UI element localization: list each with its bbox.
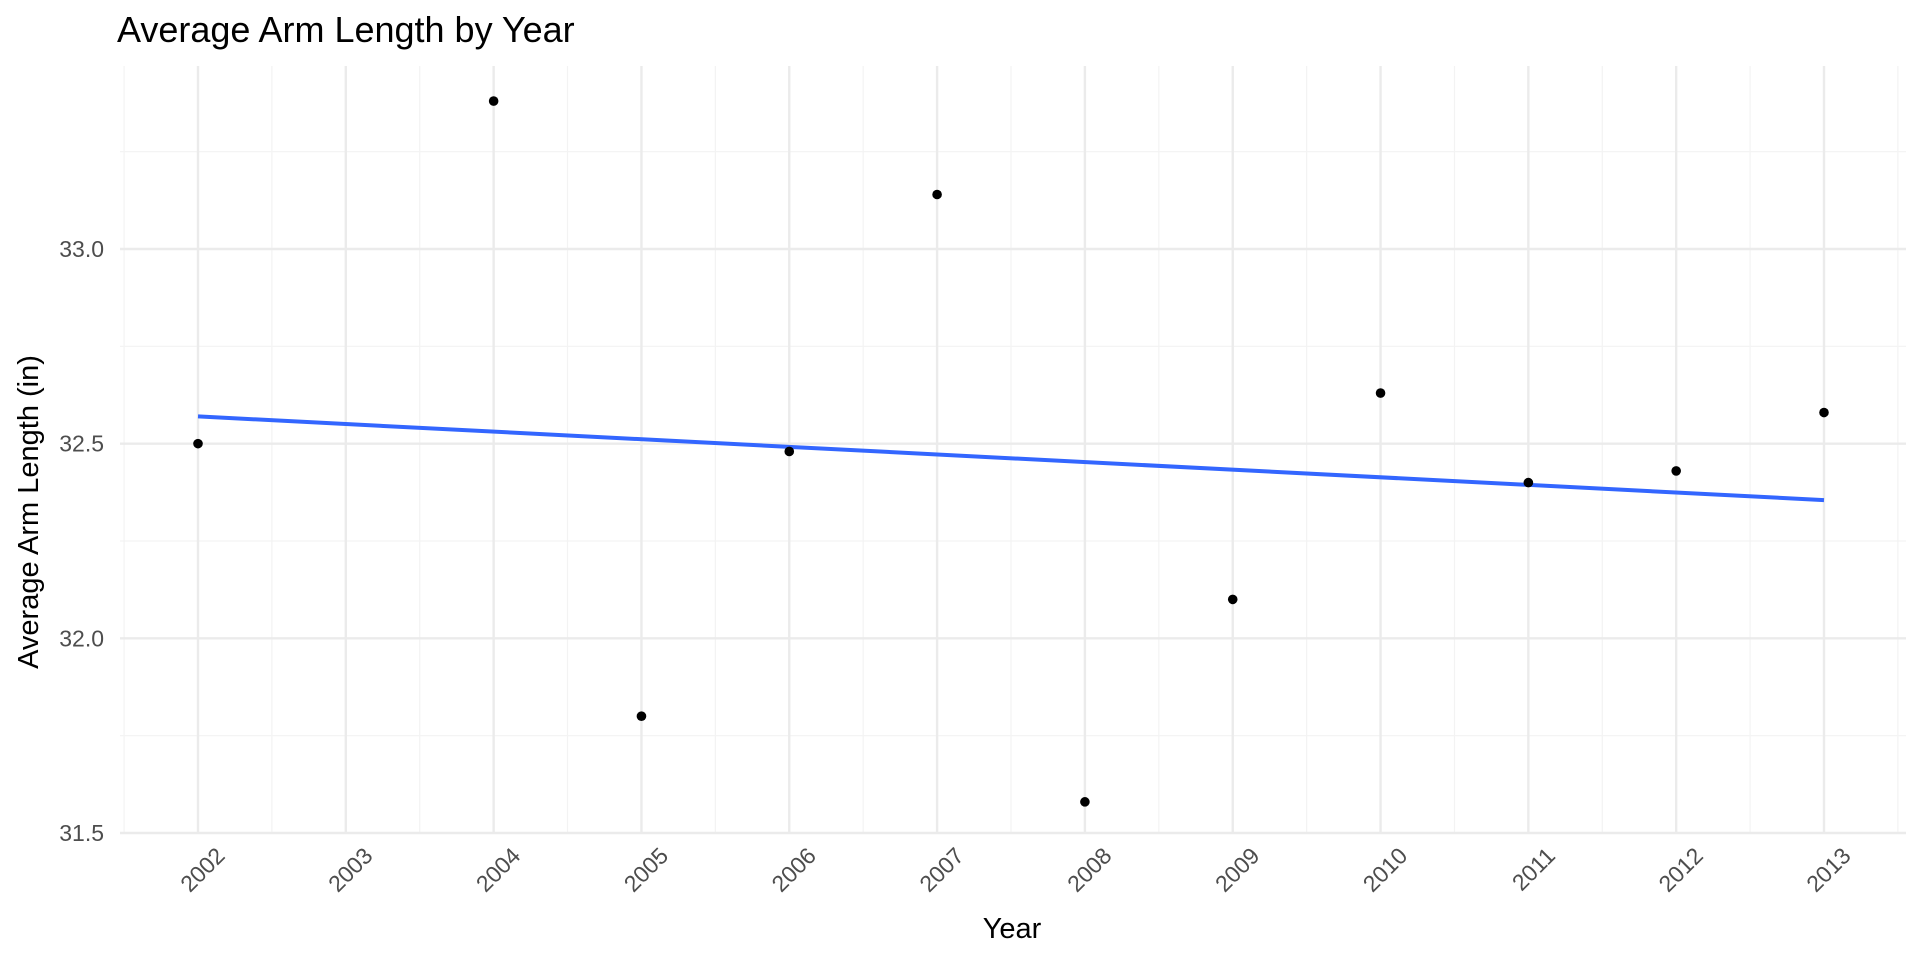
x-tick-label: 2009	[1210, 842, 1265, 897]
data-point	[932, 189, 942, 200]
x-tick-label: 2010	[1358, 842, 1413, 897]
y-tick-label: 31.5	[59, 820, 104, 846]
data-point	[784, 446, 795, 457]
data-point	[1375, 388, 1386, 398]
data-point	[1523, 477, 1534, 488]
y-axis-label: Average Arm Length (in)	[13, 355, 45, 669]
data-point	[1819, 407, 1829, 418]
chart-title: Average Arm Length by Year	[117, 9, 575, 50]
major-grid	[120, 66, 1906, 835]
data-point	[636, 711, 647, 721]
x-tick-label: 2013	[1801, 842, 1856, 897]
y-tick-label: 32.0	[59, 625, 104, 651]
x-axis-ticks: 2002 2003 2004 2005 2006 2007 2008 2009 2010 2011…	[175, 842, 1856, 897]
trend-line	[197, 414, 1825, 503]
data-point	[1671, 466, 1681, 476]
x-tick-label: 2006	[766, 842, 821, 897]
y-tick-label: 33.0	[59, 236, 104, 262]
x-tick-label: 2004	[471, 842, 526, 897]
y-tick-label: 32.5	[59, 431, 104, 457]
x-tick-label: 2011	[1507, 842, 1560, 895]
x-tick-label: 2005	[619, 842, 674, 897]
data-point	[488, 96, 499, 106]
x-tick-label: 2012	[1653, 842, 1708, 897]
x-tick-label: 2007	[914, 842, 969, 897]
x-tick-label: 2003	[323, 842, 378, 897]
x-tick-label: 2008	[1062, 842, 1117, 897]
data-points	[193, 96, 1829, 807]
x-tick-label: 2002	[175, 842, 230, 897]
y-axis-ticks: 31.5 32.0 32.5 33.0	[59, 236, 104, 846]
trend-line-layer	[197, 414, 1825, 503]
minor-grid	[120, 66, 1906, 833]
x-axis-label: Year	[983, 913, 1042, 945]
data-point	[1227, 594, 1238, 605]
data-point	[1080, 797, 1090, 807]
data-point	[193, 438, 203, 449]
